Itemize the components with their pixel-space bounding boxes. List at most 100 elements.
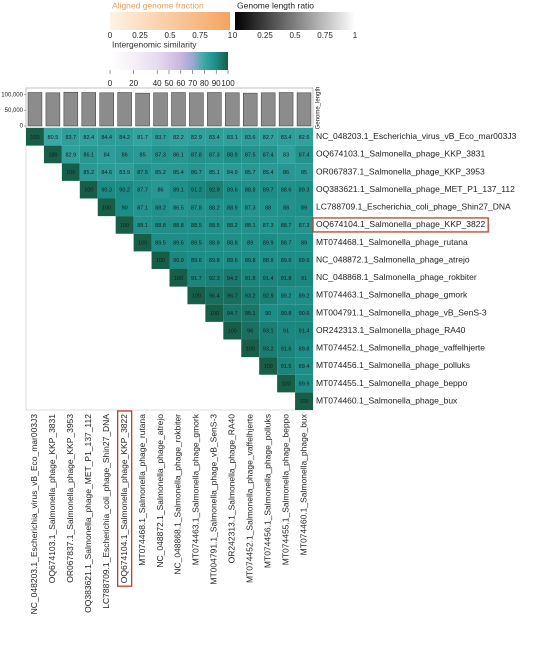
heatmap-cell — [115, 180, 134, 199]
heatmap-cell — [277, 145, 296, 164]
length-bar — [63, 91, 79, 127]
heatmap-cell — [151, 163, 170, 181]
cell-label: 83.4 — [209, 135, 220, 141]
heatmap-cell — [277, 180, 296, 199]
heatmap-cell — [151, 198, 170, 217]
column-label: NC_048203.1_Escherichia_virus_vB_Eco_mar… — [29, 414, 39, 615]
cell-label: 88 — [283, 205, 289, 211]
cell-label: 93.2 — [245, 293, 256, 299]
legend-tick-label: 0.5 — [289, 31, 301, 40]
heatmap-cell — [115, 198, 134, 217]
cell-label: 86.1 — [83, 152, 94, 158]
cell-label: 100 — [299, 399, 308, 405]
heatmap-cell — [43, 145, 62, 164]
heatmap-cell — [187, 216, 206, 234]
cell-label: 88 — [265, 205, 271, 211]
cell-label: 91.6 — [281, 346, 292, 352]
legend-bar — [110, 12, 230, 30]
heatmap-cell — [97, 198, 116, 217]
cell-label: 89.4 — [299, 364, 310, 370]
heatmap-cell — [277, 321, 296, 340]
cell-label: 85 — [140, 152, 146, 158]
heatmap-cell — [259, 145, 278, 164]
column-label: OR067837.1_Salmonella_phage_KKP_3953 — [65, 414, 75, 583]
legend-tick-label: 60 — [176, 79, 185, 88]
row-label: OR242313.1_Salmonella_phage_RA40 — [316, 325, 466, 335]
cell-label: 92.3 — [209, 276, 220, 282]
y-tick-label: 50,000 — [5, 108, 24, 114]
cell-label: 89.1 — [173, 188, 184, 194]
heatmap-cell — [277, 128, 296, 146]
heatmap-cell — [277, 357, 296, 375]
heatmap-cell — [295, 304, 313, 322]
cell-label: 86 — [283, 170, 289, 176]
column-label: OQ674103.1_Salmonella_phage_KKP_3831 — [47, 414, 57, 583]
cell-label: 86.1 — [173, 152, 184, 158]
cell-label: 100 — [66, 170, 75, 176]
length-bar — [171, 92, 186, 127]
length-bar — [225, 92, 240, 127]
heatmap-cell — [295, 180, 313, 199]
cell-label: 88.1 — [245, 223, 256, 229]
heatmap-cell — [241, 216, 260, 234]
length-bar — [99, 92, 114, 127]
cell-label: 91.8 — [281, 276, 292, 282]
cell-label: 93.1 — [263, 329, 274, 335]
heatmap-cell — [187, 198, 206, 217]
cell-label: 89.6 — [191, 258, 202, 264]
heatmap-cell — [241, 251, 260, 269]
heatmap-cell — [151, 145, 170, 164]
cell-label: 91.8 — [245, 276, 256, 282]
cell-label: 87.8 — [191, 205, 202, 211]
heatmap-cell — [259, 128, 278, 146]
heatmap-cell — [187, 145, 206, 164]
cell-label: 89.3 — [299, 188, 310, 194]
heatmap-cell — [61, 163, 80, 181]
cell-label: 88.5 — [191, 223, 202, 229]
cell-label: 87.3 — [299, 223, 310, 229]
legend-tick-label: 0 — [233, 31, 238, 40]
heatmap-cell — [97, 163, 116, 181]
legend-tick-label: 20 — [129, 79, 138, 88]
cell-label: 89.9 — [263, 241, 274, 247]
legend-bar — [110, 52, 228, 70]
heatmap-cell — [79, 128, 98, 146]
heatmap-cell — [187, 269, 206, 287]
row-label: NC_048203.1_Escherichia_virus_vB_Eco_mar… — [316, 131, 517, 141]
cell-label: 90.9 — [173, 258, 184, 264]
heatmap-cell — [187, 233, 206, 252]
heatmap-cell — [187, 163, 206, 181]
cell-label: 87.5 — [245, 152, 256, 158]
heatmap-cell — [259, 321, 278, 340]
heatmap-cell — [223, 145, 242, 164]
cell-label: 100 — [120, 223, 129, 229]
heatmap-cell — [115, 145, 134, 164]
heatmap-cell — [97, 180, 116, 199]
cell-label: 82.4 — [83, 135, 94, 141]
heatmap-cell — [277, 286, 296, 305]
heatmap-cell — [133, 180, 152, 199]
heatmap-cell — [79, 163, 98, 181]
heatmap-cell — [277, 304, 296, 322]
cell-label: 82.9 — [65, 152, 76, 158]
legend-tick-label: 80 — [200, 79, 209, 88]
heatmap-cell — [133, 145, 152, 164]
heatmap-cell — [205, 163, 224, 181]
heatmap-cell — [241, 163, 260, 181]
column-label: MT074455.1_Salmonella_phage_beppo — [280, 414, 290, 566]
row-label: MT074452.1_Salmonella_phage_vaffelhjerte — [316, 343, 485, 353]
cell-label: 88.9 — [227, 205, 238, 211]
cell-label: 90 — [122, 205, 128, 211]
heatmap-cell — [26, 128, 44, 146]
cell-label: 88.9 — [227, 152, 238, 158]
heatmap-cell — [223, 198, 242, 217]
heatmap-cell — [259, 304, 278, 322]
column-label: NC_048872.1_Salmonella_phage_atrejo — [155, 414, 165, 568]
cell-label: 89 — [301, 205, 307, 211]
cell-label: 100 — [246, 346, 255, 352]
cell-label: 91 — [301, 276, 307, 282]
cell-label: 87.3 — [245, 205, 256, 211]
cell-label: 85 — [301, 170, 307, 176]
cell-label: 83.7 — [155, 135, 166, 141]
heatmap-cell — [295, 339, 313, 358]
